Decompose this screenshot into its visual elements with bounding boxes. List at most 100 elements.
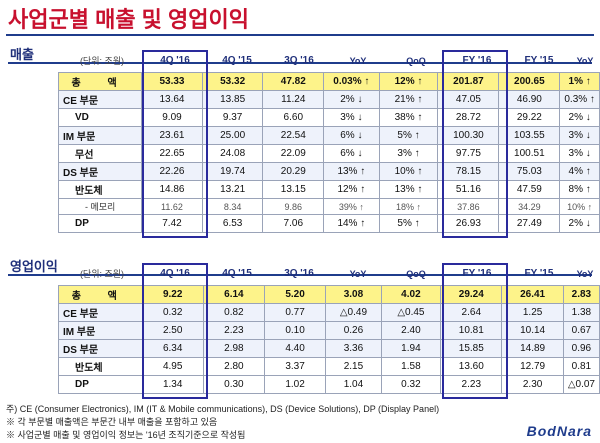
- table-cell: 3.36: [325, 339, 382, 358]
- row-label: 총 액: [57, 72, 143, 91]
- table-cell: 2.50: [141, 321, 204, 340]
- op-income-table: 총 액 9.22 6.14 5.20 3.08 4.02 29.24 26.41 2.83 CE …: [58, 285, 600, 394]
- table-cell: 4.95: [141, 357, 204, 376]
- table-cell: 13.64: [141, 90, 203, 109]
- table-cell: 2.15: [325, 357, 382, 376]
- table-cell: 13.15: [262, 180, 325, 199]
- revenue-col-header: FY '16: [462, 55, 492, 66]
- table-cell: 12.79: [501, 357, 564, 376]
- table-cell: 13.21: [201, 180, 264, 199]
- table-cell: 0.82: [202, 303, 265, 322]
- table-cell: 12% ↑: [323, 180, 380, 199]
- table-cell: △0.49: [325, 303, 382, 322]
- table-cell: 23.61: [141, 126, 203, 145]
- op-income-col-header: 4Q '15: [222, 268, 252, 279]
- op-income-col-header: YoY: [349, 269, 367, 279]
- table-cell: 100.30: [437, 126, 500, 145]
- table-cell: 97.75: [437, 144, 500, 163]
- table-cell: 19.74: [201, 162, 264, 181]
- table-cell: 1% ↑: [559, 72, 600, 91]
- table-cell: 9.22: [141, 285, 204, 304]
- table-cell: 7.06: [262, 214, 325, 233]
- table-cell: 0.77: [263, 303, 327, 322]
- table-cell: 25.00: [201, 126, 264, 145]
- table-cell: 39% ↑: [323, 198, 380, 215]
- table-cell: 9.37: [201, 108, 264, 127]
- table-cell: 6% ↓: [323, 126, 380, 145]
- table-cell: 10% ↑: [559, 198, 600, 215]
- table-cell: 37.86: [437, 198, 500, 215]
- table-cell: 0.3% ↑: [559, 90, 600, 109]
- table-cell: 0.10: [263, 321, 327, 340]
- table-cell: 13% ↑: [323, 162, 380, 181]
- table-cell: 5% ↑: [378, 214, 439, 233]
- table-cell: 22.54: [262, 126, 325, 145]
- table-cell: 29.24: [440, 285, 503, 304]
- table-cell: 78.15: [437, 162, 500, 181]
- table-cell: 6.53: [201, 214, 264, 233]
- footnote: 주) CE (Consumer Electronics), IM (IT & M…: [6, 404, 440, 414]
- row-label: 반도체: [58, 357, 143, 376]
- table-row: DP 1.34 0.30 1.02 1.04 0.32 2.23 2.30 △0.07: [58, 375, 600, 394]
- table-cell: 1.34: [141, 375, 204, 394]
- table-row: - 메모리 11.62 8.34 9.86 39% ↑ 18% ↑ 37.86 34.29 10…: [57, 198, 600, 215]
- table-cell: 3% ↑: [378, 144, 439, 163]
- table-cell: 9.09: [141, 108, 203, 127]
- table-cell: 0.26: [325, 321, 382, 340]
- table-cell: 75.03: [498, 162, 561, 181]
- revenue-section-label: 매출: [10, 47, 34, 62]
- table-cell: 1.04: [325, 375, 382, 394]
- table-cell: 3% ↓: [323, 108, 380, 127]
- row-label: 반도체: [57, 180, 143, 199]
- table-cell: 28.72: [437, 108, 500, 127]
- table-cell: 201.87: [437, 72, 500, 91]
- revenue-col-header: 4Q '15: [222, 55, 252, 66]
- row-label: VD: [57, 108, 143, 127]
- table-cell: 53.32: [201, 72, 264, 91]
- op-income-section-divider: [8, 274, 592, 276]
- table-row: IM 부문 2.50 2.23 0.10 0.26 2.40 10.81 10.14 0.67: [58, 321, 600, 340]
- table-row: VD 9.09 9.37 6.60 3% ↓ 38% ↑ 28.72 29.22 2% ↓: [57, 108, 600, 127]
- table-cell: 3% ↓: [559, 126, 600, 145]
- table-row: 반도체 14.86 13.21 13.15 12% ↑ 13% ↑ 51.16 47.59 8%…: [57, 180, 600, 199]
- table-cell: 6.60: [262, 108, 325, 127]
- op-income-col-header: 3Q '16: [284, 268, 314, 279]
- table-cell: 26.93: [437, 214, 500, 233]
- table-cell: 1.38: [562, 303, 600, 322]
- table-cell: 18% ↑: [378, 198, 439, 215]
- table-cell: 6.14: [202, 285, 265, 304]
- row-label: IM 부문: [57, 126, 143, 145]
- revenue-col-header: YoY: [576, 56, 594, 66]
- table-cell: 51.16: [437, 180, 500, 199]
- revenue-col-header: 4Q '16: [160, 55, 190, 66]
- table-cell: △0.45: [380, 303, 442, 322]
- table-cell: 9.86: [262, 198, 325, 215]
- table-cell: 26.41: [501, 285, 564, 304]
- op-income-col-header: FY '16: [462, 268, 492, 279]
- table-cell: 8.34: [201, 198, 264, 215]
- table-cell: 10.81: [440, 321, 503, 340]
- table-cell: 3.08: [325, 285, 382, 304]
- table-cell: 4.40: [263, 339, 327, 358]
- revenue-col-header: QoQ: [406, 56, 426, 66]
- table-cell: 2.40: [380, 321, 442, 340]
- table-cell: 5% ↑: [378, 126, 439, 145]
- table-row: CE 부문 13.64 13.85 11.24 2% ↓ 21% ↑ 47.05 46.90 0…: [57, 90, 600, 109]
- table-cell: 2.83: [562, 285, 600, 304]
- table-cell: 1.25: [501, 303, 564, 322]
- table-cell: 13.85: [201, 90, 264, 109]
- table-cell: 5.20: [263, 285, 327, 304]
- table-cell: 15.85: [440, 339, 503, 358]
- table-cell: 0.32: [141, 303, 204, 322]
- table-cell: 13% ↑: [378, 180, 439, 199]
- table-cell: 14% ↑: [323, 214, 380, 233]
- row-label: CE 부문: [58, 303, 143, 322]
- revenue-col-header: FY '15: [524, 55, 554, 66]
- revenue-unit: (단위: 조원): [79, 56, 125, 66]
- op-income-col-header: QoQ: [406, 269, 426, 279]
- table-cell: △0.07: [562, 375, 600, 394]
- table-cell: 2.23: [440, 375, 503, 394]
- footnote: ※ 각 부문별 매출액은 부문간 내부 매출을 포함하고 있음: [6, 417, 218, 427]
- table-cell: 29.22: [498, 108, 561, 127]
- table-cell: 20.29: [262, 162, 325, 181]
